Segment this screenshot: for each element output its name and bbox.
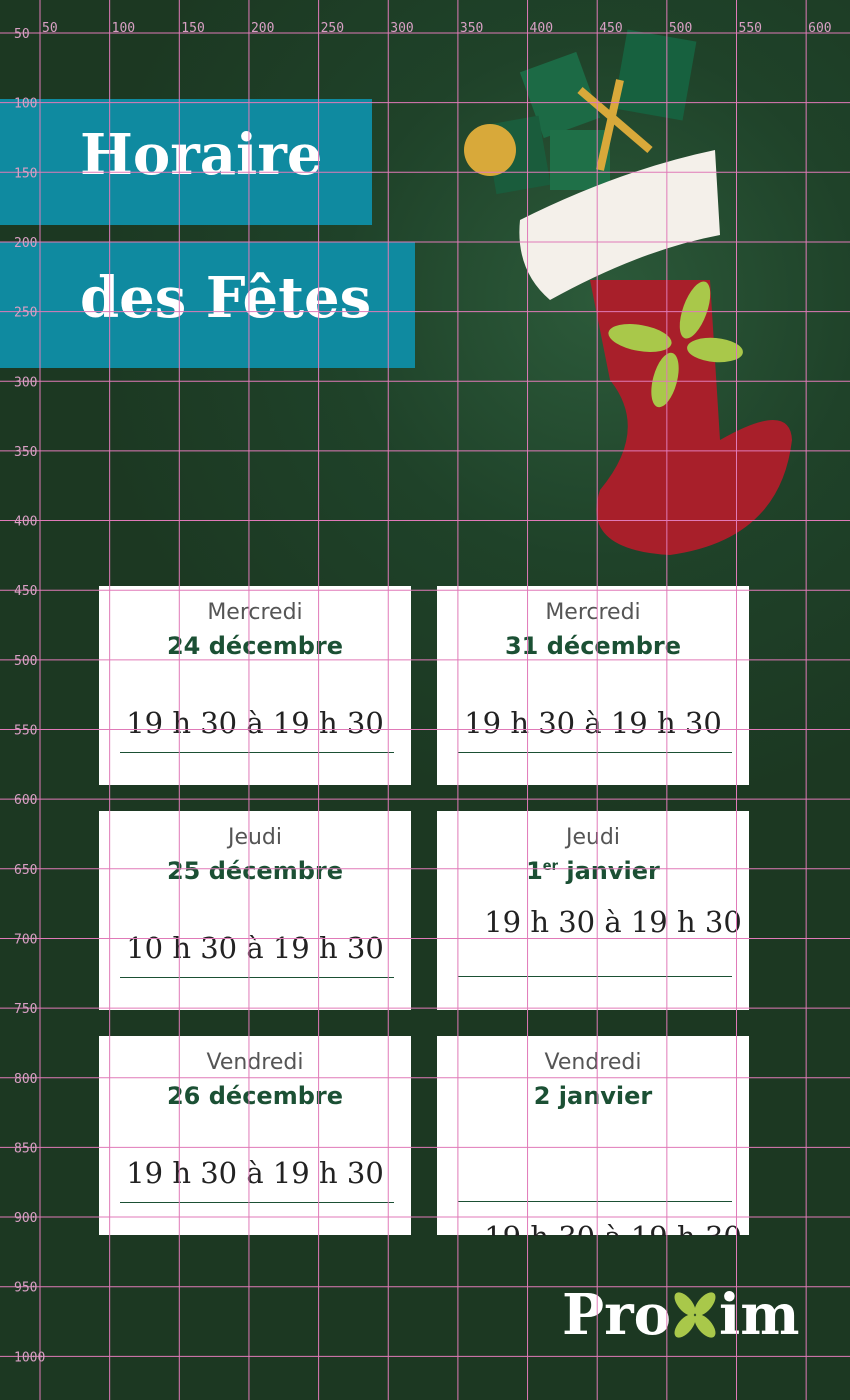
date-suffix: er bbox=[542, 859, 559, 874]
grid-label: 200 bbox=[251, 21, 274, 36]
date: 31 décembre bbox=[504, 632, 681, 660]
grid-label: 600 bbox=[14, 793, 37, 808]
day: Jeudi bbox=[565, 825, 621, 850]
day: Vendredi bbox=[544, 1050, 642, 1075]
rule bbox=[458, 752, 732, 753]
grid-label: 900 bbox=[14, 1211, 37, 1226]
date: 25 décembre bbox=[166, 857, 343, 885]
grid-label: 100 bbox=[14, 97, 37, 112]
grid-label: 150 bbox=[181, 21, 204, 36]
grid-label: 850 bbox=[14, 1141, 37, 1156]
grid-label: 1000 bbox=[14, 1350, 45, 1365]
schedule-card: Jeudi 1er janvier 19 h 30 à 19 h 30 bbox=[437, 811, 749, 1010]
date: 1er janvier bbox=[437, 857, 749, 885]
day: Mercredi bbox=[207, 600, 303, 625]
day: Vendredi bbox=[206, 1050, 304, 1075]
logo-flower bbox=[674, 1292, 716, 1338]
grid-label: 700 bbox=[14, 932, 37, 947]
grid-label: 550 bbox=[739, 21, 762, 36]
grid-label: 300 bbox=[390, 21, 413, 36]
grid-label: 200 bbox=[14, 236, 37, 251]
hours: 19 h 30 à 19 h 30 bbox=[126, 706, 384, 740]
grid-label: 650 bbox=[14, 863, 37, 878]
day: Jeudi bbox=[227, 825, 283, 850]
hours: 19 h 30 à 19 h 30 bbox=[457, 1220, 769, 1236]
grid-label: 50 bbox=[42, 21, 58, 36]
logo: Pro im bbox=[562, 1282, 800, 1348]
grid-label: 250 bbox=[321, 21, 344, 36]
rule bbox=[120, 977, 394, 978]
grid-label: 350 bbox=[14, 445, 37, 460]
logo-text: im bbox=[718, 1282, 800, 1348]
rule bbox=[120, 752, 394, 753]
date-rest: janvier bbox=[558, 857, 660, 885]
date: 2 janvier bbox=[533, 1082, 653, 1110]
schedule-card: Vendredi 2 janvier 19 h 30 à 19 h 30 bbox=[437, 1036, 749, 1236]
rule bbox=[458, 976, 732, 977]
grid-label: 300 bbox=[14, 375, 37, 390]
grid-label: 450 bbox=[14, 584, 37, 599]
grid-label: 100 bbox=[112, 21, 135, 36]
grid-label: 250 bbox=[14, 306, 37, 321]
rule bbox=[458, 1201, 732, 1202]
grid-label: 400 bbox=[530, 21, 553, 36]
title-band bbox=[0, 99, 372, 225]
grid-label: 500 bbox=[669, 21, 692, 36]
title: Horaire bbox=[80, 122, 323, 188]
title: des Fêtes bbox=[80, 265, 372, 331]
schedule-card: Mercredi 31 décembre 19 h 30 à 19 h 30 bbox=[437, 586, 749, 785]
schedule-card: Vendredi 26 décembre 19 h 30 à 19 h 30 bbox=[99, 1036, 411, 1235]
logo-text: Pro bbox=[562, 1282, 671, 1348]
title-band bbox=[0, 242, 415, 368]
grid-label: 500 bbox=[14, 654, 37, 669]
grid-label: 150 bbox=[14, 166, 37, 181]
schedule-card: Mercredi 24 décembre 19 h 30 à 19 h 30 bbox=[99, 586, 411, 785]
grid-label: 400 bbox=[14, 515, 37, 530]
date: 24 décembre bbox=[166, 632, 343, 660]
date: 26 décembre bbox=[166, 1082, 343, 1110]
grid-label: 450 bbox=[599, 21, 622, 36]
rule bbox=[120, 1202, 394, 1203]
hours: 19 h 30 à 19 h 30 bbox=[126, 1156, 384, 1190]
stocking-illustration bbox=[464, 29, 792, 555]
grid-label: 600 bbox=[808, 21, 831, 36]
grid-label: 350 bbox=[460, 21, 483, 36]
schedule-card: Jeudi 25 décembre 10 h 30 à 19 h 30 bbox=[99, 811, 411, 1010]
grid-label: 950 bbox=[14, 1281, 37, 1296]
hours: 10 h 30 à 19 h 30 bbox=[126, 931, 384, 965]
grid-label: 800 bbox=[14, 1072, 37, 1087]
grid-label: 550 bbox=[14, 724, 37, 739]
grid-label: 750 bbox=[14, 1002, 37, 1017]
grid-label: 50 bbox=[14, 27, 30, 42]
date-number: 1 bbox=[526, 857, 543, 885]
day: Mercredi bbox=[545, 600, 641, 625]
hours: 19 h 30 à 19 h 30 bbox=[464, 706, 722, 740]
